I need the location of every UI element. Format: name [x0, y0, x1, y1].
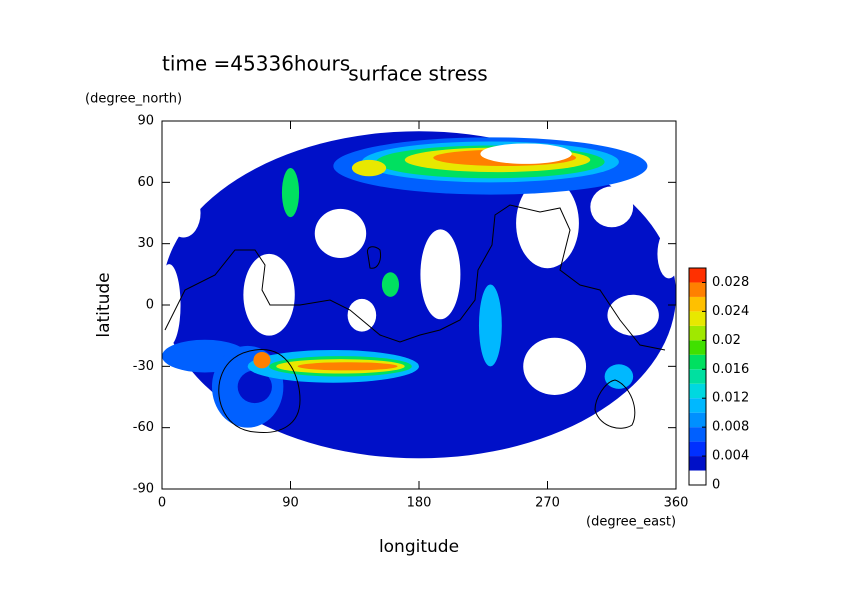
- coastline: [594, 379, 636, 429]
- colorbar-band: [689, 311, 706, 326]
- contour-region: [420, 229, 461, 320]
- x-tick-label: 360: [664, 496, 689, 511]
- contour-region: [561, 437, 619, 479]
- colorbar-band: [689, 325, 706, 341]
- coastline: [366, 246, 381, 269]
- contour-region: [611, 437, 676, 479]
- contour-region: [243, 253, 295, 336]
- contour-region: [166, 188, 201, 238]
- y-axis-label: latitude: [94, 272, 114, 337]
- y-tick-label: 90: [137, 114, 154, 129]
- contour-region: [590, 186, 634, 228]
- contour-region: [297, 362, 398, 371]
- contour-region: [333, 458, 505, 479]
- x-axis-label: longitude: [379, 537, 459, 557]
- x-units: (degree_east): [586, 515, 676, 530]
- colorbar-band: [689, 412, 706, 428]
- contour-region: [253, 352, 271, 369]
- colorbar-band: [689, 268, 706, 283]
- contour-region: [478, 284, 502, 367]
- colorbar-band: [689, 296, 706, 312]
- x-tick-label: 180: [407, 496, 432, 511]
- contour-region: [351, 159, 387, 177]
- chart-title: surface stress: [348, 62, 487, 86]
- y-tick-label: -90: [133, 482, 154, 497]
- colorbar-band: [689, 369, 706, 384]
- colorbar-tick-label: 0.012: [712, 391, 749, 406]
- colorbar-band: [689, 398, 706, 413]
- chart-subtitle: time =45336hours: [162, 52, 350, 76]
- y-tick-label: 60: [137, 175, 154, 190]
- x-tick-label: 270: [535, 496, 560, 511]
- colorbar-tick-label: 0.004: [712, 449, 749, 464]
- contour-region: [281, 168, 300, 218]
- colorbar-band: [689, 383, 706, 399]
- y-tick-label: -30: [133, 359, 154, 374]
- y-tick-label: 30: [137, 236, 154, 251]
- colorbar-tick-label: 0.024: [712, 304, 749, 319]
- coastline: [164, 204, 666, 351]
- colorbar-band: [689, 340, 706, 355]
- contour-region: [657, 229, 676, 279]
- y-tick-label: 0: [146, 298, 154, 313]
- contour-region: [607, 294, 659, 336]
- contour-region: [314, 208, 367, 258]
- colorbar-band: [689, 427, 706, 442]
- y-units: (degree_north): [85, 92, 182, 107]
- colorbar-tick-label: 0.016: [712, 362, 749, 377]
- contour-region: [381, 272, 400, 297]
- contour-region: [516, 178, 579, 269]
- contour-region: [480, 143, 572, 164]
- colorbar-band: [689, 354, 706, 370]
- contour-field: [162, 131, 676, 481]
- contour-region: [162, 448, 248, 481]
- colorbar-band: [689, 470, 706, 485]
- contour-region: [347, 298, 377, 332]
- colorbar-tick-label: 0: [712, 478, 720, 493]
- x-tick-label: 90: [282, 496, 299, 511]
- colorbar-frame: [688, 267, 707, 486]
- contour-region: [523, 337, 587, 395]
- colorbar-band: [689, 282, 706, 297]
- x-tick-label: 0: [158, 496, 166, 511]
- contour-region: [604, 364, 634, 389]
- colorbar-tick-label: 0.02: [712, 333, 741, 348]
- colorbar-band: [689, 456, 706, 471]
- contour-region: [162, 131, 220, 152]
- y-tick-label: -60: [133, 420, 154, 435]
- coastline: [218, 349, 301, 434]
- contour-region: [162, 264, 181, 346]
- contour-region: [237, 370, 272, 404]
- colorbar-tick-label: 0.028: [712, 275, 749, 290]
- colorbar-band: [689, 441, 706, 457]
- coastlines: [164, 204, 666, 434]
- colorbar-tick-label: 0.008: [712, 420, 749, 435]
